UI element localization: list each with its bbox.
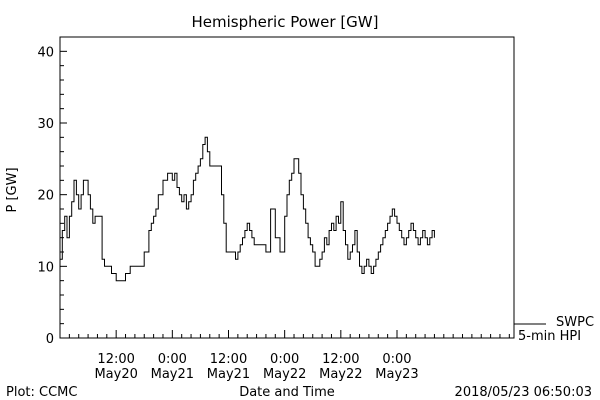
chart-title: Hemispheric Power [GW] xyxy=(192,13,379,31)
x-tick-time-label: 12:00 xyxy=(210,352,247,367)
series-line-hpi xyxy=(60,136,435,282)
plot-credit: Plot: CCMC xyxy=(6,385,77,400)
x-tick-date-label: May21 xyxy=(207,367,250,382)
x-tick-date-label: May20 xyxy=(94,367,137,382)
legend-label-hpi: 5-min HPI xyxy=(518,329,581,344)
plot-frame xyxy=(59,36,515,339)
y-axis: 0 10 20 30 40 xyxy=(37,36,67,347)
y-tick-label: 40 xyxy=(37,45,54,60)
y-tick-label: 20 xyxy=(37,189,54,204)
legend-label-swpc: SWPC xyxy=(556,315,594,330)
x-tick-time-label: 12:00 xyxy=(97,352,134,367)
y-axis-label: P [GW] xyxy=(5,167,20,212)
y-tick-label: 10 xyxy=(37,260,54,275)
x-tick-time-label: 0:00 xyxy=(158,352,187,367)
x-tick-time-label: 0:00 xyxy=(382,352,411,367)
y-tick-label: 30 xyxy=(37,117,54,132)
plot-timestamp: 2018/05/23 06:50:03 xyxy=(455,385,592,400)
x-axis: 12:00May200:00May2112:00May210:00May2212… xyxy=(68,330,510,382)
x-tick-date-label: May23 xyxy=(375,367,418,382)
x-tick-date-label: May22 xyxy=(319,367,362,382)
x-tick-date-label: May21 xyxy=(151,367,194,382)
x-tick-time-label: 12:00 xyxy=(322,352,359,367)
x-tick-date-label: May22 xyxy=(263,367,306,382)
x-tick-time-label: 0:00 xyxy=(270,352,299,367)
y-tick-label: 0 xyxy=(46,332,54,347)
x-axis-label: Date and Time xyxy=(239,385,335,400)
